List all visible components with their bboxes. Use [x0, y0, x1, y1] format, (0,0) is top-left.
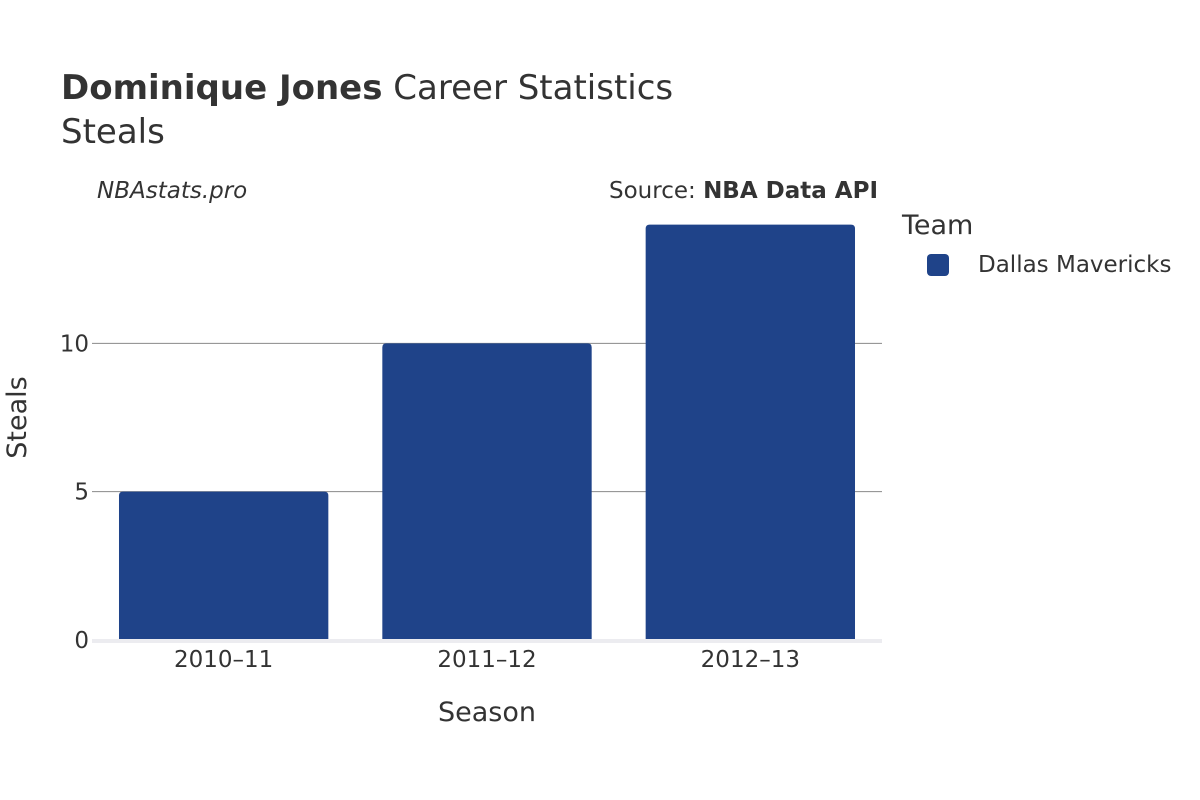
legend-title: Team [902, 210, 974, 241]
x-tick-label: 2012–13 [701, 647, 800, 673]
bar-2010–11[interactable] [118, 491, 329, 640]
legend-item-dallas-mavericks[interactable]: Dallas Mavericks [927, 252, 1171, 278]
y-tick-label: 10 [60, 331, 89, 357]
chart-title-block: Dominique Jones Career Statistics Steals [61, 68, 673, 152]
x-tick-label: 2010–11 [174, 647, 273, 673]
source-name: NBA Data API [703, 178, 878, 204]
legend-swatch [927, 254, 949, 276]
watermark: NBAstats.pro [97, 178, 248, 204]
y-tick-label: 5 [74, 480, 89, 506]
legend: Team Dallas Mavericks [902, 210, 1171, 278]
chart-title: Dominique Jones Career Statistics [61, 68, 673, 108]
axes: 0 5 10 2010–11 2011–12 2012–13 Season Steals [2, 331, 882, 728]
bars [118, 224, 856, 640]
player-name: Dominique Jones [61, 68, 383, 108]
chart-subtitle: Steals [61, 112, 165, 152]
title-rest: Career Statistics [393, 68, 674, 108]
y-axis-title: Steals [2, 376, 33, 458]
legend-item-label: Dallas Mavericks [978, 252, 1172, 278]
source-prefix: Source: [609, 178, 704, 204]
bar-2011–12[interactable] [382, 343, 592, 640]
y-tick-label: 0 [74, 628, 89, 654]
bar-2012–13[interactable] [645, 224, 856, 640]
x-tick-label: 2011–12 [437, 647, 536, 673]
x-axis-title: Season [438, 697, 536, 728]
source-credit: Source: NBA Data API [609, 178, 878, 204]
